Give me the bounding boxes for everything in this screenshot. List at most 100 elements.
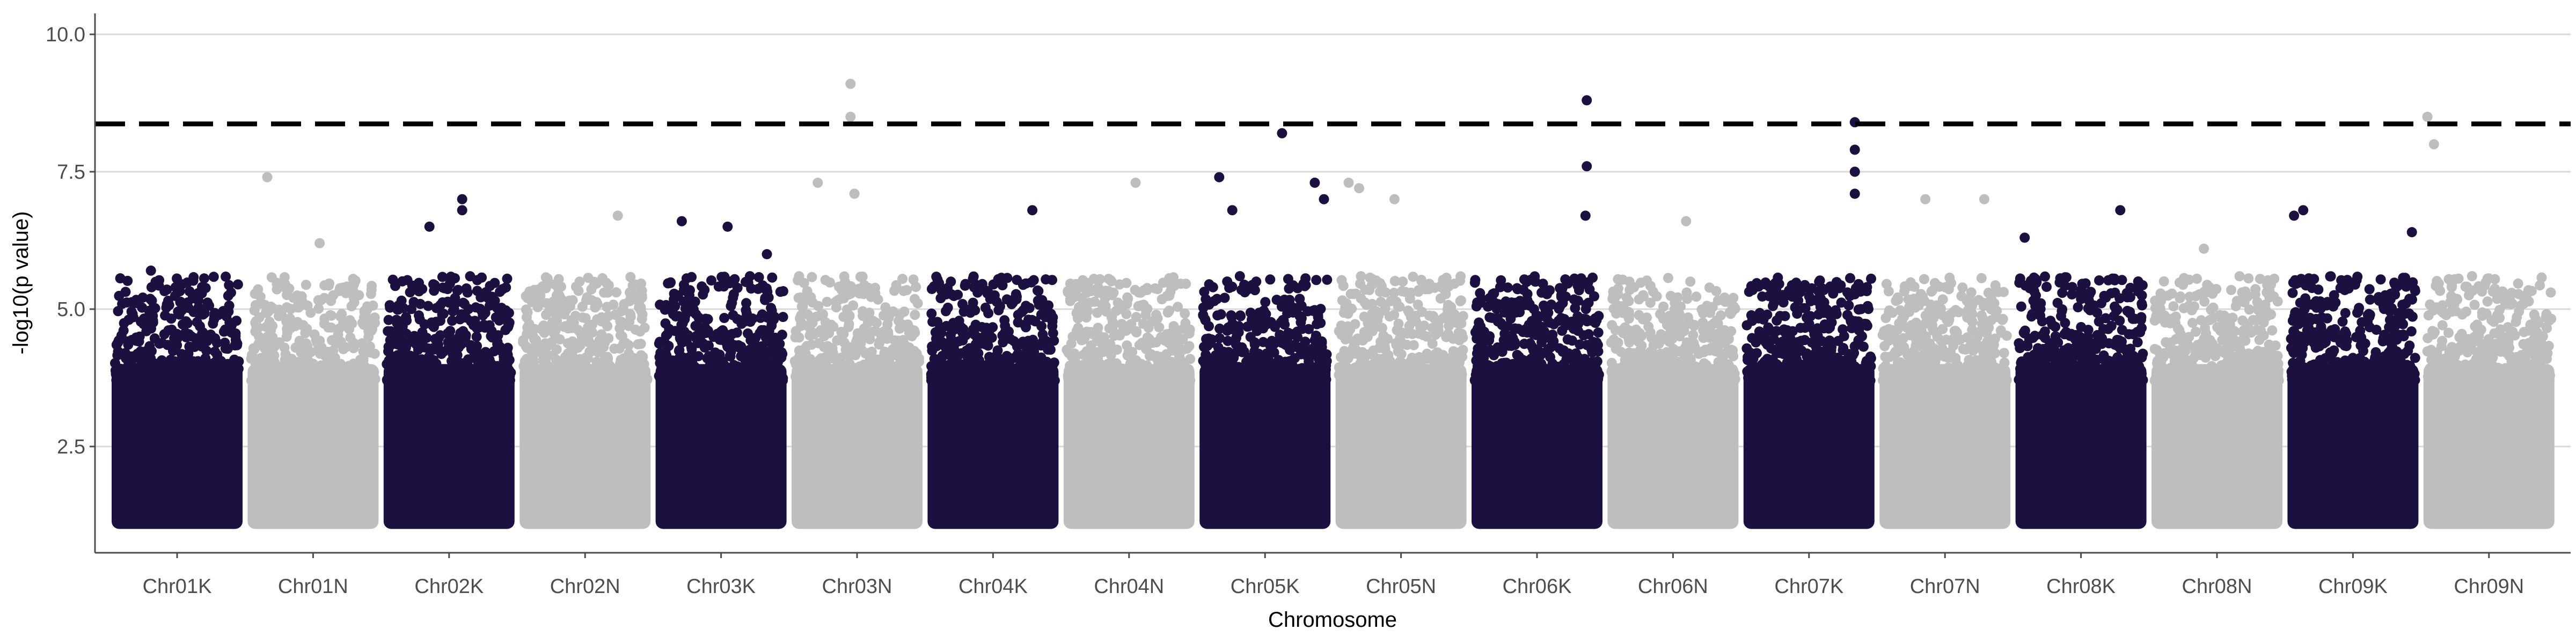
chromosome-group-chr05k — [1198, 271, 1333, 529]
point — [959, 368, 970, 378]
point — [313, 295, 324, 305]
point — [602, 302, 612, 312]
point — [1591, 340, 1602, 351]
point — [253, 284, 264, 295]
point — [437, 374, 448, 385]
point — [451, 370, 462, 380]
point — [1098, 347, 1109, 357]
point — [830, 375, 841, 386]
point — [559, 321, 569, 332]
point — [150, 276, 161, 287]
point — [295, 366, 305, 377]
point — [1720, 296, 1731, 307]
point — [1545, 342, 1556, 353]
point — [1343, 328, 1353, 339]
point — [777, 349, 788, 359]
point — [1497, 374, 1508, 384]
point — [416, 335, 427, 346]
point — [163, 296, 173, 306]
point — [953, 289, 963, 300]
point — [405, 287, 415, 298]
point — [393, 335, 404, 346]
point — [865, 354, 875, 364]
point — [655, 372, 665, 383]
point — [1304, 356, 1314, 367]
point — [1532, 358, 1543, 369]
point — [491, 312, 501, 323]
point — [365, 289, 376, 299]
point — [732, 361, 743, 372]
point — [1402, 340, 1413, 350]
point — [144, 305, 155, 316]
point — [769, 338, 779, 348]
point — [1428, 311, 1439, 321]
point — [802, 309, 813, 320]
point — [727, 297, 737, 308]
point — [223, 306, 234, 317]
point — [724, 351, 735, 362]
point — [281, 302, 292, 313]
point — [196, 305, 207, 316]
chromosome-group-chr05n — [1334, 271, 1468, 529]
point — [209, 308, 220, 318]
point — [327, 375, 338, 386]
point — [813, 301, 824, 311]
point — [518, 335, 529, 346]
point — [1023, 314, 1034, 325]
point — [1608, 287, 1619, 297]
point — [1106, 374, 1116, 385]
point — [1072, 313, 1083, 324]
point — [232, 340, 243, 350]
point — [1279, 295, 1290, 305]
point — [1270, 321, 1280, 332]
point — [1443, 299, 1453, 310]
point — [160, 310, 171, 321]
point — [1410, 375, 1421, 386]
point — [1074, 302, 1084, 312]
point — [115, 367, 126, 378]
point — [1365, 272, 1375, 283]
point — [570, 363, 581, 374]
point — [1531, 310, 1542, 320]
chromosome-group-chr02n — [518, 272, 653, 529]
point — [452, 350, 463, 361]
point — [294, 335, 305, 346]
point — [453, 284, 463, 295]
point — [1356, 271, 1366, 282]
point — [1542, 289, 1553, 299]
point — [540, 272, 551, 283]
point — [541, 310, 551, 320]
point — [201, 345, 212, 356]
point — [793, 275, 803, 286]
point — [447, 339, 458, 350]
point — [1107, 323, 1118, 333]
point — [1096, 373, 1107, 384]
point — [267, 332, 278, 342]
point — [836, 326, 847, 337]
point — [1514, 370, 1525, 381]
dense-points-chr05k — [1199, 364, 1331, 529]
point — [1691, 291, 1702, 302]
dense-points-chr03n — [792, 364, 923, 529]
point — [1475, 288, 1485, 298]
point — [1142, 304, 1153, 314]
point — [118, 325, 129, 336]
point — [326, 310, 337, 321]
point — [1036, 321, 1047, 332]
point — [1261, 360, 1271, 370]
point — [1135, 367, 1146, 377]
point — [634, 302, 645, 313]
point — [1279, 319, 1290, 330]
point — [1363, 371, 1374, 382]
point — [759, 363, 770, 374]
point — [531, 375, 541, 386]
point — [926, 361, 937, 371]
point — [748, 338, 758, 349]
point — [1028, 275, 1039, 286]
point — [1296, 375, 1306, 386]
point — [1539, 326, 1549, 337]
point — [401, 315, 412, 326]
point — [678, 280, 689, 290]
point — [1173, 302, 1183, 312]
point — [1699, 347, 1709, 357]
